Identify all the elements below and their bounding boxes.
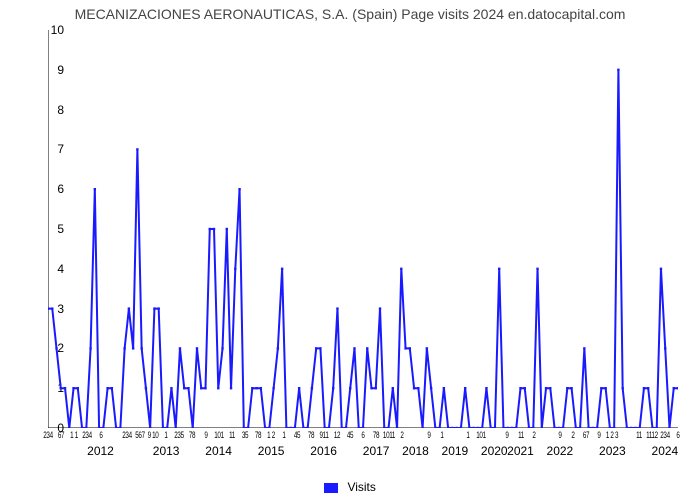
chart-container: MECANIZACIONES AERONAUTICAS, S.A. (Spain… (0, 0, 700, 500)
xtick-year-label: 2018 (402, 444, 429, 458)
xtick-minor-label: 9 10 (148, 430, 159, 440)
xtick-minor-label: 6 (361, 430, 364, 440)
xtick-minor-label: 101 (476, 430, 485, 440)
xtick-year-label: 2013 (153, 444, 180, 458)
xtick-minor-label: 1 2 3 (606, 430, 618, 440)
xtick-year-label: 2014 (205, 444, 232, 458)
xtick-year-label: 2015 (258, 444, 285, 458)
xtick-minor-label: 1 (440, 430, 443, 440)
xtick-minor-label: 235 (175, 430, 184, 440)
legend-label: Visits (347, 480, 375, 494)
legend: Visits (0, 480, 700, 494)
xtick-minor-label: 67 (583, 430, 589, 440)
xtick-minor-label: 45 (294, 430, 300, 440)
xtick-minor-label: 9 (598, 430, 601, 440)
xtick-minor-label: 1011 (383, 430, 395, 440)
xtick-year-label: 2012 (87, 444, 114, 458)
legend-swatch (324, 483, 338, 493)
xtick-minor-label: 2 (532, 430, 535, 440)
xtick-minor-label: 911 (319, 430, 328, 440)
xtick-minor-label: 1 2 (267, 430, 275, 440)
xtick-minor-label: 78 (373, 430, 379, 440)
xtick-minor-label: 9 (506, 430, 509, 440)
xtick-minor-label: 1 (165, 430, 168, 440)
xtick-minor-label: 35 (242, 430, 248, 440)
xtick-minor-label: 78 (255, 430, 261, 440)
xtick-minor-label: 1 (466, 430, 469, 440)
xtick-minor-label: 12 (334, 430, 340, 440)
xtick-minor-label: 2 (571, 430, 574, 440)
xtick-minor-label: 2 (401, 430, 404, 440)
xtick-minor-label: 234 (660, 430, 669, 440)
xtick-year-label: 2024 (652, 444, 679, 458)
xtick-minor-label: 11 (229, 430, 235, 440)
xtick-minor-label: 67 (58, 430, 64, 440)
xtick-year-label: 2016 (310, 444, 337, 458)
xtick-year-label: 2022 (547, 444, 574, 458)
xtick-year-label: 2023 (599, 444, 626, 458)
chart-title: MECANIZACIONES AERONAUTICAS, S.A. (Spain… (0, 6, 700, 22)
xtick-minor-label: 234 (83, 430, 92, 440)
xtick-minor-label: 234 (122, 430, 131, 440)
xtick-year-label: 2020 (481, 444, 508, 458)
xtick-minor-label: 567 (135, 430, 144, 440)
xtick-minor-label: 9 (558, 430, 561, 440)
xtick-minor-label: 101 (214, 430, 223, 440)
xtick-minor-label: 6 (676, 430, 679, 440)
xtick-minor-label: 45 (347, 430, 353, 440)
xtick-minor-label: 1 1 (70, 430, 78, 440)
line-chart-plot (48, 30, 678, 428)
xtick-minor-label: 11 (518, 430, 524, 440)
xtick-year-label: 2021 (507, 444, 534, 458)
xtick-year-label: 2017 (363, 444, 390, 458)
xtick-minor-label: 1112 (646, 430, 658, 440)
xtick-minor-label: 6 (99, 430, 102, 440)
xtick-minor-label: 1 (283, 430, 286, 440)
xtick-minor-label: 9 (427, 430, 430, 440)
xtick-minor-label: 9 (204, 430, 207, 440)
xtick-year-label: 2019 (442, 444, 469, 458)
xtick-minor-label: 11 (636, 430, 642, 440)
xtick-minor-label: 78 (189, 430, 195, 440)
visits-line (48, 70, 678, 428)
xtick-minor-label: 78 (307, 430, 313, 440)
xtick-minor-label: 234 (43, 430, 52, 440)
